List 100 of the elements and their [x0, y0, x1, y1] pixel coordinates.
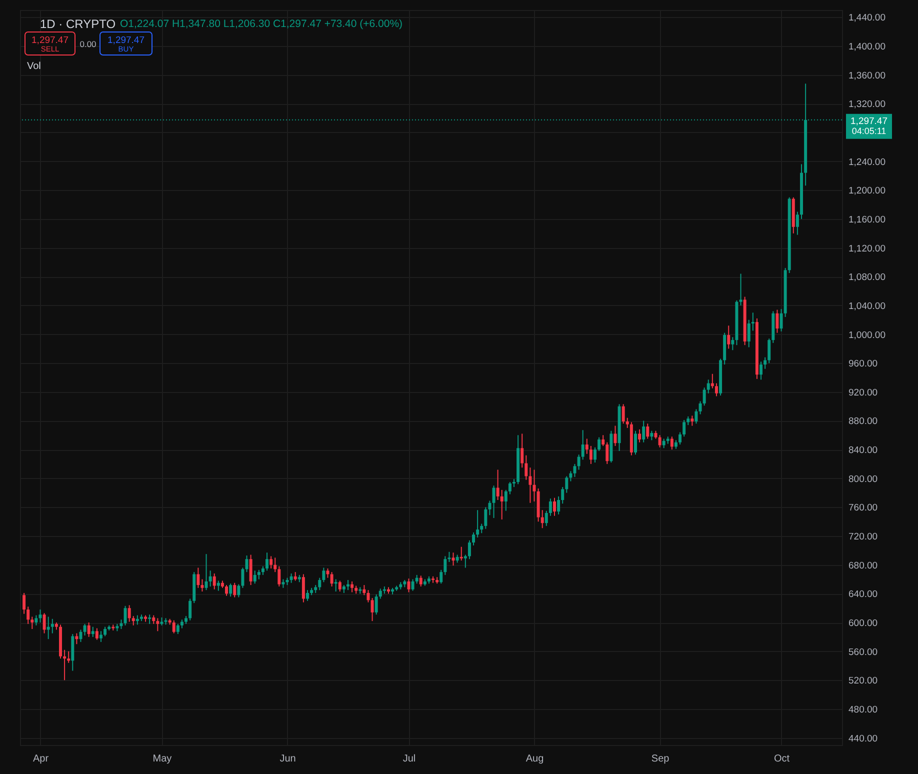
candlestick: [662, 438, 666, 449]
candlestick: [26, 606, 30, 624]
y-tick-label: 840.00: [848, 445, 878, 456]
candlestick: [776, 309, 779, 334]
candlestick: [172, 620, 176, 634]
y-tick-label: 560.00: [848, 646, 878, 658]
candlestick: [622, 404, 625, 424]
candlestick: [698, 400, 702, 415]
candlestick: [452, 552, 455, 566]
y-tick-label: 1,160.00: [848, 214, 886, 226]
x-tick-label: Jun: [280, 754, 296, 764]
candlestick: [690, 415, 694, 426]
annotation: Vol: [27, 61, 41, 72]
y-tick-label: 880.00: [848, 416, 878, 428]
candlestick: [120, 619, 123, 630]
candlestick: [706, 379, 710, 394]
candlestick: [148, 614, 152, 624]
annotation: 0.00: [80, 39, 97, 49]
candlestick: [204, 554, 208, 591]
candlestick: [751, 312, 754, 332]
candlestick: [464, 554, 467, 568]
candlestick: [124, 605, 127, 626]
candlestick: [585, 438, 588, 454]
candlestick: [747, 319, 750, 348]
candlestick: [188, 598, 192, 621]
candlestick: [99, 630, 102, 642]
candlestick: [606, 442, 609, 464]
x-tick-label: Sep: [651, 754, 670, 764]
candlestick: [480, 523, 484, 534]
candlestick: [598, 436, 601, 452]
candlestick: [504, 489, 508, 512]
candlestick: [79, 629, 82, 642]
y-tick-label: 1,400.00: [848, 42, 886, 53]
candlestick: [229, 583, 232, 598]
candlestick: [326, 568, 330, 578]
y-tick-label: 1,040.00: [848, 300, 886, 312]
candlestick: [702, 387, 706, 406]
candlestick: [208, 570, 212, 587]
candlestick: [334, 578, 338, 592]
candlestick: [411, 578, 414, 592]
candlestick: [91, 626, 94, 638]
candlestick: [200, 578, 204, 592]
y-tick-label: 680.00: [848, 560, 878, 572]
candlestick: [374, 594, 378, 616]
candlestick: [378, 588, 382, 600]
text: 04:05:11: [852, 126, 886, 136]
candlestick: [727, 325, 730, 350]
candlestick: [448, 551, 451, 562]
candlestick: [350, 580, 354, 593]
y-tick-label: 1,120.00: [848, 243, 886, 254]
candlestick: [30, 616, 34, 630]
candlestick: [330, 572, 334, 587]
candlestick: [532, 469, 536, 502]
y-tick-label: 960.00: [848, 358, 878, 370]
y-tick-label: 1,000.00: [848, 330, 886, 341]
candlestick: [237, 584, 240, 598]
candlestick: [322, 567, 326, 583]
ref-line-label: 1,297.47: [850, 116, 888, 127]
candlestick: [50, 618, 54, 634]
candlestick: [278, 566, 281, 587]
candlestick: [225, 584, 228, 596]
candlestick: [233, 582, 236, 598]
candlestick: [488, 500, 492, 516]
candlestick: [302, 574, 305, 603]
x-tick-label: Jul: [402, 754, 416, 764]
candlestick: [216, 580, 220, 592]
y-tick-label: 1,200.00: [848, 186, 886, 197]
candlestick: [444, 556, 447, 576]
y-tick-label: 480.00: [848, 704, 878, 716]
candlestick: [104, 626, 107, 637]
x-tick-label: Apr: [32, 754, 50, 764]
candlestick: [492, 485, 496, 519]
text: O1,224.07 H1,347.80 L1,206.30 C1,297.47 +73.40 (+6.00%): [120, 18, 403, 30]
candlestick: [642, 420, 646, 443]
candlestick: [614, 425, 617, 446]
candlestick: [682, 420, 686, 438]
candlestick: [338, 580, 342, 592]
candlestick: [650, 430, 654, 441]
candlestick: [266, 552, 269, 572]
candlestick: [212, 573, 216, 590]
candlestick: [731, 336, 734, 351]
candlestick: [764, 356, 767, 370]
candlestick: [318, 577, 322, 591]
candlestick: [561, 486, 564, 504]
candlestick: [440, 569, 443, 584]
y-tick-label: 440.00: [848, 733, 878, 744]
candlestick: [569, 470, 572, 482]
candlestick: [407, 578, 410, 593]
candlestick: [678, 432, 682, 446]
candlestick: [290, 573, 293, 584]
candlestick: [156, 618, 160, 632]
candlestick: [136, 614, 139, 626]
text: 1D · CRYPTO: [40, 17, 116, 31]
candlestick: [370, 598, 374, 622]
candlestick: [500, 489, 504, 520]
candlestick: [22, 592, 26, 614]
candlestick: [496, 469, 500, 500]
annotation: 1,297.47: [32, 35, 68, 46]
candlestick: [484, 506, 488, 530]
candlestick: [589, 445, 592, 464]
